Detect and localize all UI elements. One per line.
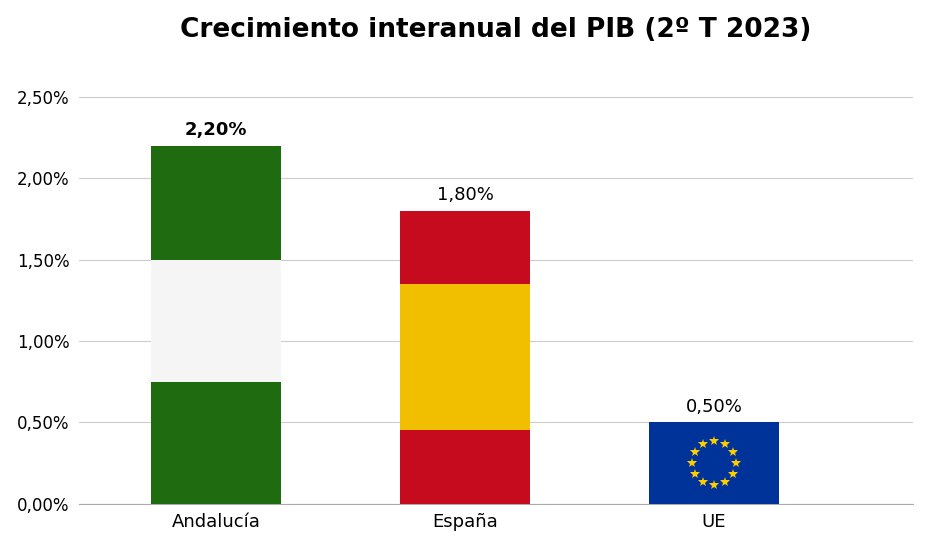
Text: 1,80%: 1,80%: [436, 186, 494, 204]
Bar: [649, 423, 778, 504]
Bar: [152, 260, 281, 381]
Bar: [152, 381, 281, 504]
Text: 0,50%: 0,50%: [685, 398, 742, 416]
Bar: [152, 146, 281, 260]
Bar: [400, 284, 530, 430]
Bar: [400, 210, 530, 284]
Bar: [400, 430, 530, 504]
Title: Crecimiento interanual del PIB (2º T 2023): Crecimiento interanual del PIB (2º T 202…: [180, 16, 812, 43]
Text: 2,20%: 2,20%: [185, 121, 247, 139]
